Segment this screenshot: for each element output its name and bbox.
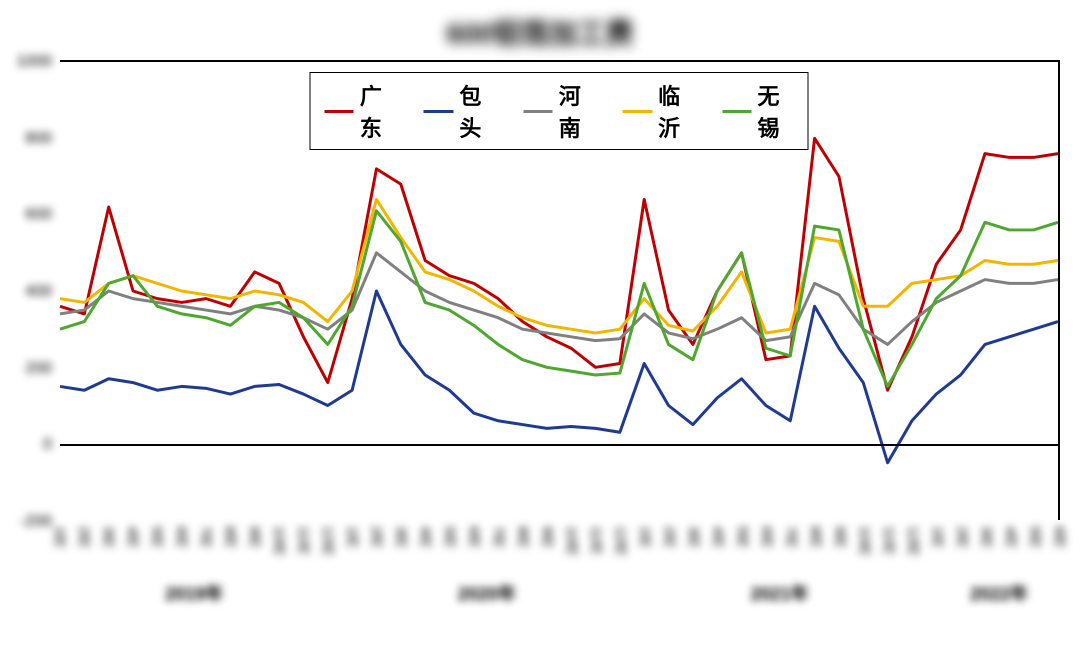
legend-label: 包头	[459, 79, 495, 143]
x-tick: 5月	[733, 526, 753, 548]
legend-label: 临沂	[658, 79, 694, 143]
x-tick: 10月	[562, 526, 582, 556]
legend: 广东包头河南临沂无锡	[310, 72, 809, 150]
x-tick: 12月	[611, 526, 631, 556]
plot-area: 广东包头河南临沂无锡 -20002004006008001000 1月2月3月4…	[60, 60, 1060, 520]
y-tick: 0	[43, 436, 52, 454]
x-tick: 9月	[245, 526, 265, 548]
x-tick: 6月	[172, 526, 192, 548]
chart-title: 600铝箔加工费	[20, 12, 1060, 52]
x-tick: 5月	[1026, 526, 1046, 548]
x-tick: 6月	[1050, 526, 1070, 548]
x-tick: 4月	[416, 526, 436, 548]
x-tick: 8月	[806, 526, 826, 548]
legend-item: 河南	[523, 79, 594, 143]
x-tick: 4月	[709, 526, 729, 548]
x-tick: 7月	[782, 526, 802, 548]
y-tick: 200	[25, 360, 52, 378]
legend-swatch	[523, 110, 552, 113]
x-tick: 5月	[148, 526, 168, 548]
x-tick: 7月	[489, 526, 509, 548]
legend-item: 临沂	[623, 79, 694, 143]
x-tick: 4月	[1001, 526, 1021, 548]
y-axis: -20002004006008001000	[16, 62, 56, 520]
chart-container: 600铝箔加工费 广东包头河南临沂无锡 -2000200400600800100…	[20, 12, 1060, 636]
x-tick: 11月	[587, 526, 607, 555]
x-tick: 8月	[513, 526, 533, 548]
y-tick: -200	[20, 513, 52, 531]
x-axis: 1月2月3月4月5月6月7月8月9月10月11月12月1月2月3月4月5月6月7…	[60, 520, 1058, 580]
y-tick: 800	[25, 130, 52, 148]
x-tick: 4月	[123, 526, 143, 548]
legend-item: 无锡	[722, 79, 793, 143]
y-tick: 600	[25, 206, 52, 224]
x-tick: 3月	[99, 526, 119, 548]
x-tick: 10月	[855, 526, 875, 556]
year-label: 2020年	[458, 580, 516, 606]
x-tick: 11月	[294, 526, 314, 555]
legend-label: 无锡	[758, 79, 794, 143]
x-tick: 6月	[757, 526, 777, 548]
x-tick: 6月	[465, 526, 485, 548]
x-tick: 3月	[977, 526, 997, 548]
x-tick: 1月	[343, 526, 363, 548]
x-tick: 1月	[635, 526, 655, 548]
legend-swatch	[722, 110, 751, 113]
x-tick: 10月	[270, 526, 290, 556]
legend-label: 河南	[559, 79, 595, 143]
x-tick: 2月	[660, 526, 680, 548]
year-label: 2019年	[165, 580, 223, 606]
x-tick: 9月	[538, 526, 558, 548]
x-tick: 9月	[830, 526, 850, 548]
series-line	[60, 199, 1058, 333]
x-tick: 11月	[879, 526, 899, 555]
y-tick: 1000	[16, 53, 52, 71]
legend-label: 广东	[360, 79, 396, 143]
year-label: 2021年	[750, 580, 808, 606]
x-tick: 12月	[318, 526, 338, 556]
x-axis-line	[60, 444, 1058, 446]
year-label: 2022年	[970, 580, 1028, 606]
legend-swatch	[325, 110, 354, 113]
legend-item: 包头	[424, 79, 495, 143]
x-tick: 3月	[391, 526, 411, 548]
x-tick: 8月	[221, 526, 241, 548]
x-tick: 2月	[367, 526, 387, 548]
x-tick: 2月	[952, 526, 972, 548]
x-tick: 1月	[50, 526, 70, 548]
x-tick: 7月	[196, 526, 216, 548]
x-tick: 2月	[74, 526, 94, 548]
x-tick: 1月	[928, 526, 948, 548]
series-line	[60, 291, 1058, 463]
legend-swatch	[623, 110, 652, 113]
x-tick: 5月	[440, 526, 460, 548]
legend-item: 广东	[325, 79, 396, 143]
x-tick: 3月	[684, 526, 704, 548]
legend-swatch	[424, 110, 453, 113]
y-tick: 400	[25, 283, 52, 301]
x-tick: 12月	[904, 526, 924, 556]
